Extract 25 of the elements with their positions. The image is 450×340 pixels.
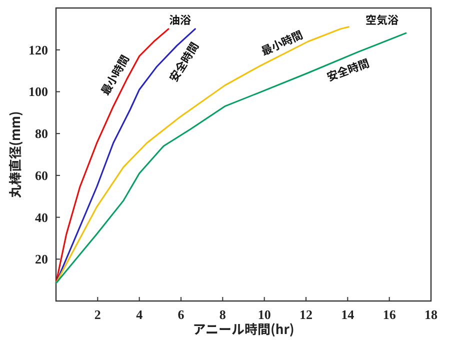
x-tick-label: 4: [136, 307, 144, 322]
y-tick-label: 120: [28, 42, 48, 58]
annotation: 安全時間: [324, 54, 372, 86]
y-axis-title: 丸棒直径(mm): [5, 111, 24, 198]
line-series: [55, 32, 407, 284]
y-tick-label: 60: [35, 168, 48, 183]
annotation: 安全時間: [166, 39, 202, 85]
line-series: [55, 28, 170, 284]
x-tick-label: 12: [300, 307, 312, 322]
y-tick-label: 100: [28, 84, 48, 100]
y-tick-label: 80: [35, 126, 48, 142]
x-axis-title: アニール時間(hr): [192, 319, 294, 338]
annotation: 油浴: [169, 12, 191, 28]
x-tick-label: 2: [94, 307, 101, 322]
y-tick-label: 40: [35, 210, 48, 225]
y-tick-label: 20: [35, 252, 48, 267]
x-tick-label: 16: [382, 307, 396, 322]
annotation: 最小時間: [258, 26, 306, 60]
x-tick-label: 8: [219, 307, 226, 322]
x-tick-label: 10: [258, 307, 271, 322]
x-tick-label: 18: [424, 307, 438, 322]
annotation: 最小時間: [97, 52, 133, 98]
x-tick-label: 6: [178, 307, 185, 322]
annotation: 空気浴: [366, 12, 398, 28]
x-tick-label: 14: [341, 307, 355, 322]
